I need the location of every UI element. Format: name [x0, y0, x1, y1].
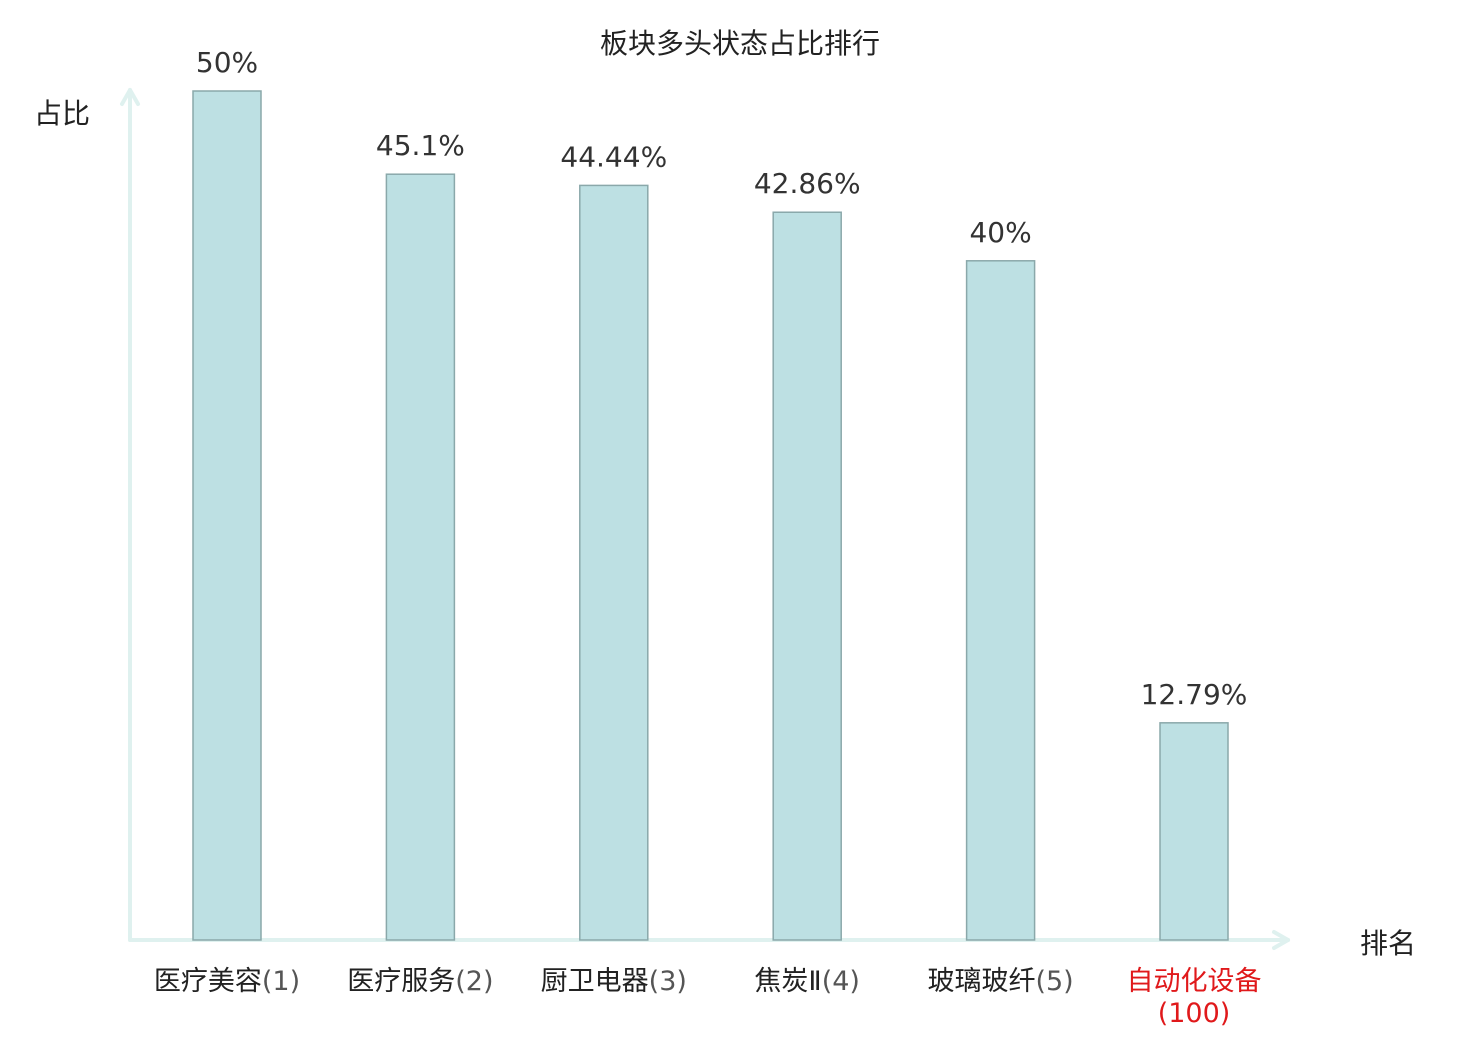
bar-value-label: 50%: [196, 46, 258, 79]
bar: [192, 90, 262, 941]
category-label: 医疗美容(1): [132, 966, 322, 998]
category-rank: (5): [1035, 966, 1074, 997]
bar: [1159, 722, 1229, 941]
y-axis-arrow-right: [128, 88, 140, 106]
category-name: 焦炭Ⅱ: [754, 966, 822, 997]
bars: [192, 90, 1229, 941]
x-axis-arrow-top: [1272, 930, 1290, 942]
category-rank: (100): [1157, 998, 1231, 1029]
category-label: 医疗服务(2): [325, 966, 515, 998]
y-axis-label: 占比: [34, 97, 91, 130]
category-rank: (3): [648, 966, 687, 997]
category-rank: (4): [821, 966, 860, 997]
bar-value-label: 45.1%: [376, 129, 465, 162]
bar-value-label: 44.44%: [560, 140, 667, 173]
bar: [385, 173, 456, 941]
category-name: 自动化设备: [1126, 966, 1262, 997]
value-labels: 50% 45.1% 44.44% 42.86% 40% 12.79%: [196, 46, 1248, 711]
bar: [965, 260, 1036, 941]
category-rank: (2): [455, 966, 494, 997]
bar-value-label: 12.79%: [1141, 678, 1248, 711]
category-label: 玻璃玻纤(5): [906, 966, 1096, 998]
x-axis-arrow-bottom: [1272, 938, 1290, 950]
bar: [772, 211, 842, 941]
bar-value-label: 40%: [969, 216, 1031, 249]
category-name: 玻璃玻纤: [927, 966, 1036, 997]
category-label: 厨卫电器(3): [519, 966, 709, 998]
category-rank: (1): [261, 966, 301, 997]
y-axis-arrow-left: [120, 88, 132, 106]
category-label: 自动化设备(100): [1126, 966, 1262, 1030]
bar-value-label: 42.86%: [754, 167, 861, 200]
category-name: 医疗服务: [347, 966, 456, 997]
category-name: 医疗美容: [153, 966, 262, 997]
axes: [120, 88, 1290, 950]
bar: [579, 184, 649, 941]
chart-title: 板块多头状态占比排行: [599, 27, 880, 60]
category-name: 厨卫电器: [540, 966, 649, 997]
category-label: 焦炭Ⅱ(4): [712, 966, 902, 998]
x-axis-label: 排名: [1360, 927, 1417, 960]
